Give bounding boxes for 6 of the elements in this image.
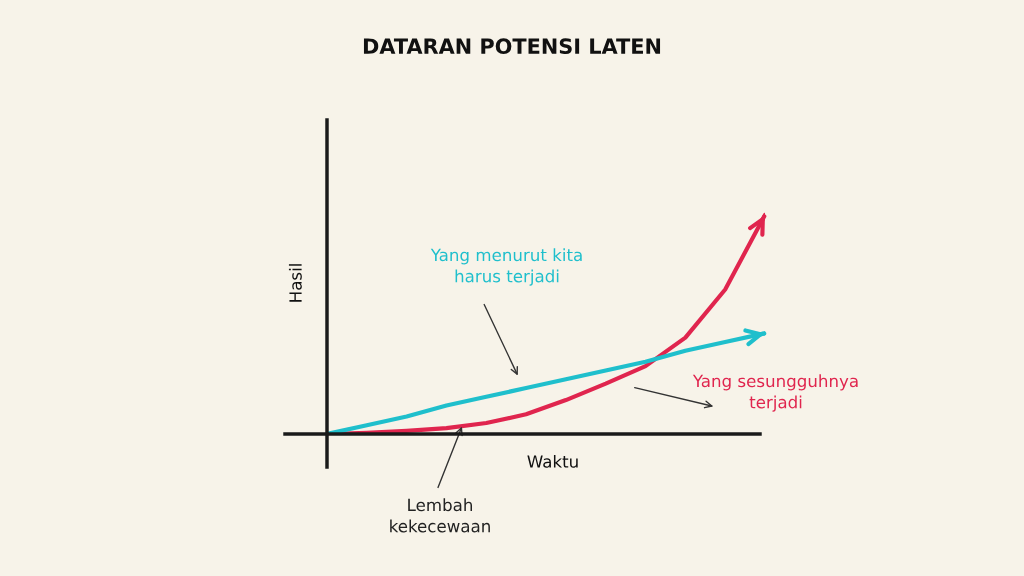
y-axis-title: Hasil bbox=[288, 264, 302, 302]
annotation: Yang sesungguhnya terjadi bbox=[692, 374, 858, 412]
annotation: Yang menurut kita harus terjadi bbox=[430, 248, 582, 286]
text: Lembah kekecewaan bbox=[390, 498, 490, 533]
chart-title: DATARAN POTENSI LATEN bbox=[363, 38, 661, 55]
x-axis-title: Waktu bbox=[527, 454, 578, 468]
